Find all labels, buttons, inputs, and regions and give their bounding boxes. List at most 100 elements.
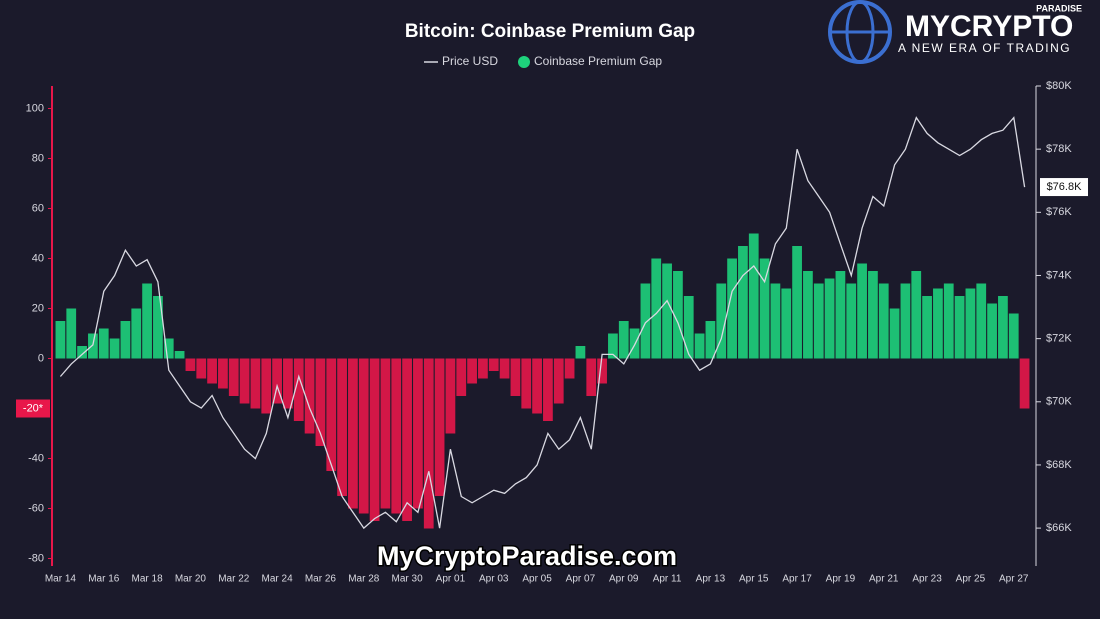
bar [304,358,315,434]
bar [402,358,412,521]
y2-tick-label: $68K [1046,459,1072,471]
bar [770,283,781,359]
bar [391,358,402,514]
bar [716,283,727,359]
last-gap-marker [16,399,50,418]
bar [66,308,77,359]
bar [196,358,207,379]
bar [380,358,391,509]
last-price-label: $76.8K [1047,181,1083,193]
bar [553,358,564,404]
bar [694,333,705,359]
legend-label: Coinbase Premium Gap [534,54,662,68]
bar [813,283,824,359]
bar [348,358,358,509]
x-tick-label: Apr 13 [696,574,726,585]
bar [781,288,792,359]
bar [1008,313,1019,359]
x-tick-label: Mar 30 [392,574,424,585]
legend-label: Price USD [442,54,498,68]
y-tick-label: -80 [28,552,44,564]
bar [207,358,217,384]
bar [109,338,120,359]
bar [976,283,987,359]
bar [878,283,889,359]
y2-tick-label: $66K [1046,522,1072,534]
y2-tick-label: $78K [1046,143,1072,155]
bar [488,358,499,371]
bar [337,358,347,496]
x-tick-label: Apr 19 [826,574,856,585]
bar [261,358,272,414]
bar [456,358,467,396]
last-gap-label: -20* [23,402,44,414]
bar [640,283,651,359]
bar [272,358,282,404]
x-tick-label: Apr 01 [436,574,466,585]
y-tick-label: 20 [32,302,44,314]
last-price-marker [1040,178,1088,197]
bar [748,233,759,359]
watermark: MyCryptoParadise.com [377,541,677,571]
legend-dot-icon [518,56,530,68]
bar [434,358,445,496]
bar [943,283,954,359]
x-tick-label: Apr 17 [782,574,812,585]
x-tick-label: Apr 11 [653,574,682,585]
bar [120,321,131,359]
bar [792,246,802,359]
bar [803,271,813,359]
bar [900,283,911,359]
bar [423,358,434,529]
bar [55,321,66,359]
bar [564,358,575,379]
x-tick-label: Apr 07 [566,574,596,585]
bar [131,308,142,359]
x-tick-label: Apr 15 [739,574,769,585]
bar [662,263,672,359]
logo-sub: PARADISE [1036,3,1082,13]
bar [239,358,250,404]
y-tick-label: 40 [32,252,44,264]
bar [445,358,456,434]
bar [933,288,943,359]
bar [727,258,737,359]
bar [228,358,239,396]
bar [326,358,337,471]
x-tick-label: Mar 28 [348,574,380,585]
bar [510,358,521,396]
bar [998,296,1008,359]
y2-tick-label: $76K [1046,206,1072,218]
x-tick-label: Mar 20 [175,574,207,585]
bar [88,333,98,359]
bar [651,258,662,359]
bar [358,358,369,514]
logo: MYCRYPTO PARADISE A NEW ERA OF TRADING [828,0,1082,64]
bar [759,258,770,359]
bar [218,358,228,389]
bar [369,358,380,521]
x-tick-label: Apr 09 [609,574,639,585]
bar [868,271,878,359]
bar [467,358,477,384]
bar [543,358,553,421]
x-tick-label: Apr 05 [522,574,552,585]
x-tick-label: Apr 23 [912,574,942,585]
y-tick-label: 60 [32,202,44,214]
bar [954,296,965,359]
bar [77,346,87,359]
x-tick-label: Mar 24 [262,574,294,585]
y2-tick-label: $72K [1046,333,1072,345]
bar [835,271,846,359]
bar [673,271,683,359]
bar [521,358,532,409]
x-tick-label: Mar 22 [218,574,250,585]
bar [293,358,304,421]
bar [174,351,185,359]
bar [922,296,932,359]
bar [889,308,900,359]
x-tick-label: Apr 27 [999,574,1029,585]
bar [608,333,618,359]
y2-tick-label: $74K [1046,269,1072,281]
